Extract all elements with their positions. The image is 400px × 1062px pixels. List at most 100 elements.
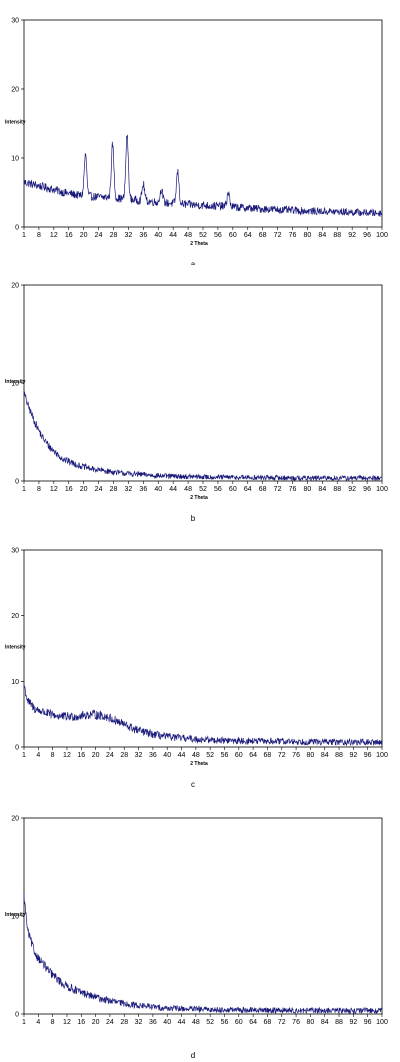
x-tick-label: 52 — [199, 486, 207, 493]
x-tick-label: 84 — [321, 1019, 329, 1026]
x-tick-label: 100 — [376, 486, 388, 493]
x-tick-label: 76 — [292, 752, 300, 759]
x-tick-label: 64 — [249, 1019, 257, 1026]
x-tick-label: 76 — [289, 232, 297, 239]
x-tick-label: 12 — [63, 1019, 71, 1026]
panel-label: c — [191, 780, 195, 789]
x-tick-label: 28 — [110, 486, 118, 493]
x-tick-label: 68 — [259, 486, 267, 493]
x-tick-label: 16 — [77, 1019, 85, 1026]
x-tick-label: 16 — [65, 486, 73, 493]
x-tick-label: 4 — [36, 752, 40, 759]
x-tick-label: 72 — [278, 1019, 286, 1026]
x-tick-label: 60 — [235, 752, 243, 759]
x-tick-label: 36 — [149, 752, 157, 759]
x-tick-label: 44 — [169, 486, 177, 493]
x-tick-label: 48 — [184, 232, 192, 239]
x-tick-label: 8 — [51, 752, 55, 759]
x-axis-label: 2 Theta — [190, 761, 208, 767]
y-axis-label: Intensity — [5, 912, 26, 918]
x-tick-label: 20 — [92, 752, 100, 759]
x-tick-label: 52 — [206, 752, 214, 759]
x-tick-label: 76 — [292, 1019, 300, 1026]
x-tick-label: 72 — [278, 752, 286, 759]
x-tick-label: 60 — [235, 1019, 243, 1026]
x-tick-label: 72 — [274, 486, 282, 493]
x-tick-label: 92 — [348, 486, 356, 493]
x-tick-label: 24 — [95, 232, 103, 239]
x-tick-label: 32 — [125, 486, 133, 493]
x-tick-label: 28 — [120, 1019, 128, 1026]
x-tick-label: 48 — [184, 486, 192, 493]
x-tick-label: 28 — [120, 752, 128, 759]
x-tick-label: 56 — [221, 1019, 229, 1026]
x-tick-label: 60 — [229, 486, 237, 493]
x-tick-label: 56 — [214, 232, 222, 239]
x-tick-label: 32 — [125, 232, 133, 239]
x-tick-label: 68 — [264, 1019, 272, 1026]
x-tick-label: 88 — [333, 232, 341, 239]
x-tick-label: 44 — [178, 1019, 186, 1026]
y-tick-label: 0 — [15, 479, 19, 486]
x-tick-label: 96 — [363, 486, 371, 493]
x-tick-label: 68 — [259, 232, 267, 239]
y-tick-label: 20 — [11, 283, 19, 290]
x-tick-label: 28 — [110, 232, 118, 239]
x-tick-label: 64 — [244, 486, 252, 493]
x-tick-label: 48 — [192, 752, 200, 759]
y-tick-label: 10 — [11, 381, 19, 388]
y-tick-label: 10 — [11, 679, 19, 686]
x-tick-label: 92 — [349, 1019, 357, 1026]
x-tick-label: 96 — [364, 752, 372, 759]
x-tick-label: 24 — [95, 486, 103, 493]
x-tick-label: 52 — [206, 1019, 214, 1026]
x-tick-label: 12 — [50, 232, 58, 239]
x-tick-label: 20 — [80, 232, 88, 239]
x-tick-label: 64 — [249, 752, 257, 759]
y-tick-label: 0 — [15, 1012, 19, 1019]
x-tick-label: 32 — [135, 1019, 143, 1026]
x-tick-label: 80 — [304, 486, 312, 493]
series-line — [23, 134, 383, 217]
y-tick-label: 20 — [11, 816, 19, 823]
x-tick-label: 56 — [214, 486, 222, 493]
x-tick-label: 88 — [335, 752, 343, 759]
x-tick-label: 1 — [22, 232, 26, 239]
x-tick-label: 96 — [363, 232, 371, 239]
x-tick-label: 96 — [364, 1019, 372, 1026]
x-tick-label: 52 — [199, 232, 207, 239]
x-tick-label: 48 — [192, 1019, 200, 1026]
x-tick-label: 8 — [37, 232, 41, 239]
x-tick-label: 40 — [163, 1019, 171, 1026]
x-tick-label: 1 — [22, 486, 26, 493]
x-tick-label: 84 — [318, 486, 326, 493]
y-tick-label: 10 — [11, 156, 19, 163]
y-tick-label: 20 — [11, 613, 19, 620]
x-tick-label: 64 — [244, 232, 252, 239]
x-tick-label: 32 — [135, 752, 143, 759]
x-tick-label: 56 — [221, 752, 229, 759]
x-tick-label: 80 — [307, 1019, 315, 1026]
x-tick-label: 16 — [77, 752, 85, 759]
x-tick-label: 44 — [178, 752, 186, 759]
x-tick-label: 92 — [348, 232, 356, 239]
x-tick-label: 92 — [349, 752, 357, 759]
x-tick-label: 8 — [37, 486, 41, 493]
x-tick-label: 40 — [154, 232, 162, 239]
x-tick-label: 4 — [36, 1019, 40, 1026]
plot-frame — [23, 284, 383, 482]
series-line — [23, 893, 383, 1015]
x-tick-label: 20 — [80, 486, 88, 493]
chart-b: 0 10 20 1 8 12 16 20 24 28 32 36 40 44 48 52 56 60 64 68 72 7… — [5, 283, 388, 524]
x-tick-label: 84 — [318, 232, 326, 239]
x-tick-label: 60 — [229, 232, 237, 239]
x-tick-label: 88 — [333, 486, 341, 493]
x-tick-label: 100 — [376, 232, 388, 239]
x-tick-label: 40 — [163, 752, 171, 759]
x-tick-label: 72 — [274, 232, 282, 239]
x-tick-label: 20 — [92, 1019, 100, 1026]
series-line — [23, 684, 383, 747]
y-tick-label: 0 — [15, 225, 19, 232]
x-axis-label: 2 Theta — [190, 241, 208, 247]
